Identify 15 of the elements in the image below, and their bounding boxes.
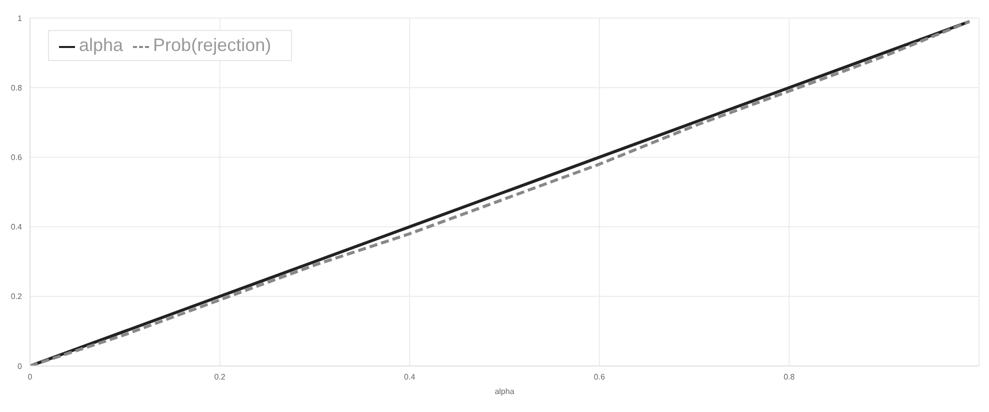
- legend-label: alpha: [79, 35, 124, 55]
- y-tick-label: 0.2: [10, 292, 23, 302]
- x-tick-label: 0.6: [594, 372, 606, 382]
- x-tick-label: 0.8: [784, 372, 796, 382]
- x-tick-label: 0: [28, 372, 33, 382]
- x-tick-label: 0.4: [404, 372, 416, 382]
- legend-label: Prob(rejection): [153, 35, 272, 55]
- y-tick-label: 0.6: [10, 153, 23, 162]
- x-tick-label: 0.2: [214, 372, 226, 382]
- y-tick-label: 0: [18, 362, 23, 371]
- x-axis-title: alpha: [494, 387, 515, 396]
- y-tick-label: 1: [18, 14, 23, 23]
- line-series: [30, 20, 972, 366]
- y-tick-label: 0.8: [10, 83, 23, 92]
- y-tick-label: 0.4: [10, 222, 23, 232]
